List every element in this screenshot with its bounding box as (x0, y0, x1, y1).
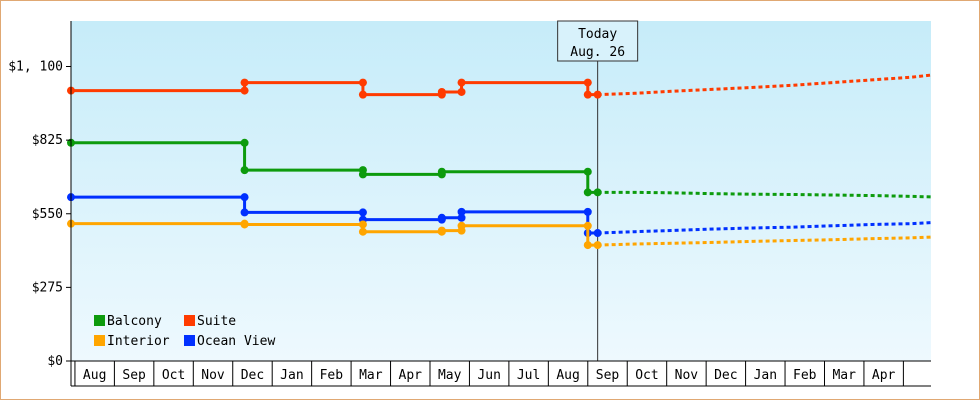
data-point (457, 207, 466, 216)
data-point (240, 138, 249, 147)
forecast-line (597, 221, 932, 235)
data-point (358, 220, 367, 229)
x-tick-label: Apr (399, 368, 423, 383)
today-callout-box (557, 20, 639, 62)
data-point (240, 208, 249, 217)
y-tick-label: $1, 100 (8, 60, 63, 75)
legend-label: Suite (197, 314, 236, 329)
x-tick-label: Mar (832, 368, 856, 383)
x-tick-label: Aug (83, 368, 106, 383)
data-point (583, 167, 592, 176)
legend-swatch (184, 335, 195, 346)
plot-area (71, 21, 931, 361)
data-point (437, 226, 446, 235)
x-tick-label: Dec (714, 368, 737, 383)
series-interior (67, 219, 932, 250)
data-point (593, 229, 602, 238)
x-tick-label: Dec (241, 368, 264, 383)
axes-group: $0 $275 $550 $825 $1, 100 Aug Sep Oct Nov Dec Jan F… (8, 21, 931, 387)
legend-label: Interior (107, 334, 170, 349)
data-point (240, 193, 249, 202)
data-point (457, 78, 466, 87)
data-point (240, 166, 249, 175)
y-tick-label: $275 (32, 280, 63, 295)
x-tick-label: Oct (635, 368, 658, 383)
data-point (240, 78, 249, 87)
data-point (358, 78, 367, 87)
x-tick-label: Jan (754, 368, 777, 383)
x-tick-label: Mar (359, 368, 383, 383)
forecast-line (597, 235, 932, 247)
today-callout: Today Aug. 26 (557, 20, 639, 62)
data-point (583, 188, 592, 197)
data-point (240, 220, 249, 229)
x-tick-label: Sep (122, 368, 146, 383)
x-tick-label: Sep (596, 368, 620, 383)
data-point (240, 86, 249, 95)
legend-label: Ocean View (197, 334, 275, 349)
data-point (457, 221, 466, 230)
data-point (583, 207, 592, 216)
x-tick-label: Aug (556, 368, 579, 383)
data-point (593, 90, 602, 99)
data-point (358, 227, 367, 236)
data-point (593, 241, 602, 250)
series-suite (67, 73, 932, 99)
series-line (71, 141, 598, 194)
data-point (437, 87, 446, 96)
data-point (593, 188, 602, 197)
legend-swatch (184, 315, 195, 326)
series-group (67, 73, 932, 250)
data-point (437, 213, 446, 222)
data-point (358, 170, 367, 179)
x-tick-label: Oct (162, 368, 185, 383)
x-tick-label: Nov (675, 368, 699, 383)
forecast-line (597, 73, 932, 97)
x-tick-label: Jul (517, 368, 540, 383)
data-point (583, 241, 592, 250)
forecast-line (597, 190, 932, 199)
legend-swatch (94, 315, 105, 326)
data-point (583, 90, 592, 99)
y-tick-label: $550 (32, 207, 63, 222)
x-tick-label: Nov (201, 368, 225, 383)
x-tick-label: Feb (793, 368, 817, 383)
today-date: Aug. 26 (570, 45, 625, 60)
today-label: Today (578, 27, 617, 42)
data-point (583, 78, 592, 87)
data-point (583, 221, 592, 230)
data-point (457, 87, 466, 96)
x-tick-label: Jun (477, 368, 500, 383)
data-point (437, 167, 446, 176)
y-tick-label: $825 (32, 133, 63, 148)
x-tick-label: Jan (280, 368, 303, 383)
y-tick-label: $0 (47, 354, 63, 369)
legend-swatch (94, 335, 105, 346)
x-tick-label: Feb (320, 368, 344, 383)
series-balcony (67, 138, 932, 199)
data-point (358, 208, 367, 217)
data-point (457, 213, 466, 222)
data-point (358, 90, 367, 99)
legend: Balcony Suite Interior Ocean View (94, 314, 275, 349)
x-tick-label: May (438, 368, 462, 383)
x-tick-label: Apr (872, 368, 896, 383)
legend-label: Balcony (107, 314, 162, 329)
